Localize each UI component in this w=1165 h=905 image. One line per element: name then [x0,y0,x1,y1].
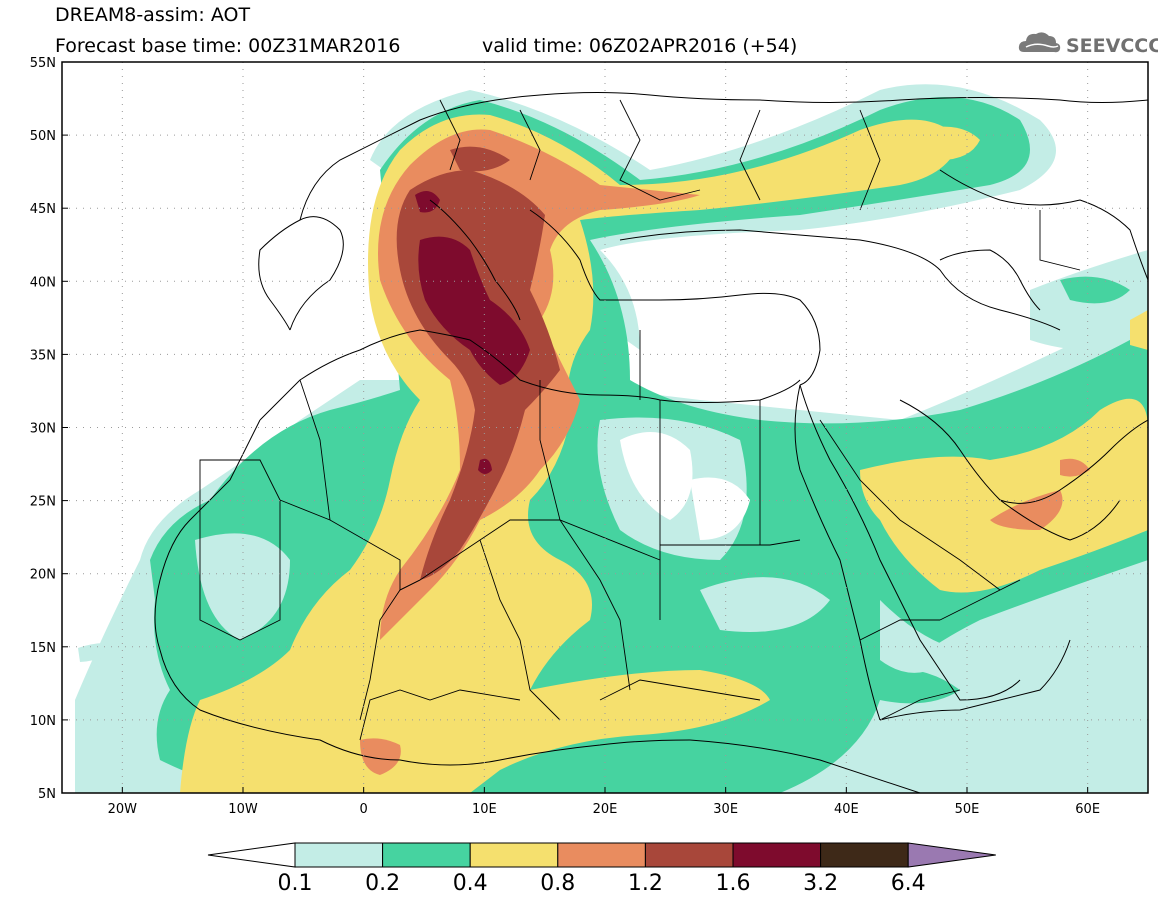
legend-swatch [557,842,646,868]
legend-level-label: 0.1 [278,871,313,896]
lon-tick-label: 10W [228,802,258,817]
legend-level-label: 0.2 [365,871,400,896]
aot-contour-0.4 [180,114,1148,793]
lat-tick-label: 55N [30,56,56,71]
lon-tick-label: 0 [360,802,368,817]
lat-tick-label: 15N [30,641,56,656]
legend-level-label: 1.6 [716,871,751,896]
graticule [62,62,1148,793]
lon-axis: 20W 10W 0 10E 20E 30E 40E 50E 60E [108,787,1100,817]
cloud-icon: SEEVCCC [1018,32,1162,57]
seevccc-logo: SEEVCCC [1018,28,1162,58]
lat-tick-label: 45N [30,202,56,217]
legend-level-label: 3.2 [803,871,838,896]
legend-arrow-high [907,842,996,868]
chart-title-base-time: Forecast base time: 00Z31MAR2016 [55,35,401,57]
legend-arrow-low [207,842,296,868]
legend-swatch [294,842,384,868]
aot-contour-1.6 [415,191,530,474]
legend-swatch [820,842,909,868]
legend-swatch [644,842,734,868]
lat-tick-label: 30N [30,422,56,437]
lat-tick-label: 40N [30,275,56,290]
logo-text: SEEVCCC [1066,35,1158,57]
lon-tick-label: 20W [108,802,138,817]
legend-level-label: 0.4 [453,871,488,896]
aot-low-patches [620,432,750,540]
lon-tick-label: 20E [593,802,618,817]
legend-level-label: 6.4 [891,871,926,896]
lon-tick-label: 50E [955,802,980,817]
lat-axis: 55N 50N 45N 40N 35N 30N 25N 20N 15N 10N 5N [30,56,68,802]
chart-title-valid-time: valid time: 06Z02APR2016 (+54) [482,35,798,57]
coastlines [154,92,1148,793]
chart-title-line1: DREAM8-assim: AOT [55,4,251,26]
legend-swatch [382,842,471,868]
legend-swatch [469,842,559,868]
legend-swatch [732,842,822,868]
lon-tick-label: 60E [1075,802,1100,817]
lat-tick-label: 50N [30,129,56,144]
lon-tick-label: 40E [834,802,859,817]
lon-tick-label: 10E [472,802,497,817]
lat-tick-label: 25N [30,495,56,510]
country-borders [199,99,1081,741]
lat-tick-label: 10N [30,714,56,729]
legend-level-label: 0.8 [540,871,575,896]
legend-level-label: 1.2 [628,871,663,896]
lat-tick-label: 35N [30,348,56,363]
lon-tick-label: 30E [713,802,738,817]
lat-tick-label: 20N [30,568,56,583]
lat-tick-label: 5N [38,787,56,802]
